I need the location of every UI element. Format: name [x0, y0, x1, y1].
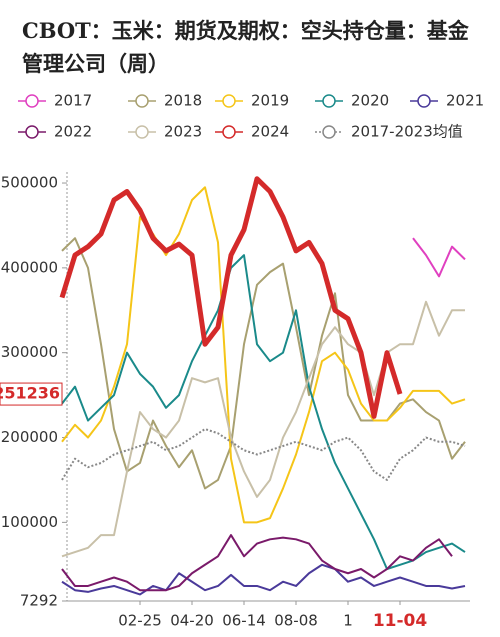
series-line [61, 563, 466, 596]
x-tick-label: 1 [343, 612, 353, 630]
series-line [412, 237, 466, 278]
legend-marker [222, 125, 236, 139]
y-tick-label: 500000 [1, 174, 58, 192]
legend-marker [417, 94, 431, 108]
legend-label: 2021 [446, 92, 484, 110]
series-line [61, 237, 466, 490]
legend-marker [25, 94, 39, 108]
legend-label: 2019 [251, 92, 289, 110]
series-line [59, 176, 403, 419]
legend-marker [322, 125, 336, 139]
series-line [61, 254, 466, 571]
legend-label: 2017-2023均值 [351, 123, 463, 141]
y-tick-label: 100000 [1, 513, 58, 531]
series-line [61, 534, 453, 592]
x-tick-label: 11-04 [373, 611, 428, 631]
chart-title: CBOT：玉米：期货及期权：空头持仓量：基金管理公司（周） [22, 18, 469, 76]
legend-label: 2020 [351, 92, 389, 110]
value-label: 251236 [0, 384, 60, 403]
series-line [61, 186, 466, 524]
legend-marker [135, 125, 149, 139]
series-line [61, 300, 465, 558]
x-tick-label: 06-14 [222, 612, 266, 630]
legend-marker [25, 125, 39, 139]
series-line [61, 428, 466, 481]
y-tick-label: 300000 [1, 343, 58, 361]
x-tick-label: 08-08 [274, 612, 318, 630]
y-tick-label: 200000 [1, 428, 58, 446]
y-tick-label: 7292 [20, 592, 58, 610]
x-tick-label: 02-25 [118, 612, 162, 630]
legend-label: 2023 [164, 123, 202, 141]
y-tick-label: 400000 [1, 258, 58, 276]
legend-label: 2017 [54, 92, 92, 110]
legend-label: 2018 [164, 92, 202, 110]
legend-label: 2022 [54, 123, 92, 141]
legend-marker [222, 94, 236, 108]
value-label-box [0, 382, 63, 406]
legend-marker [135, 94, 149, 108]
legend-label: 2024 [251, 123, 289, 141]
legend-marker [322, 94, 336, 108]
x-tick-label: 04-20 [170, 612, 214, 630]
